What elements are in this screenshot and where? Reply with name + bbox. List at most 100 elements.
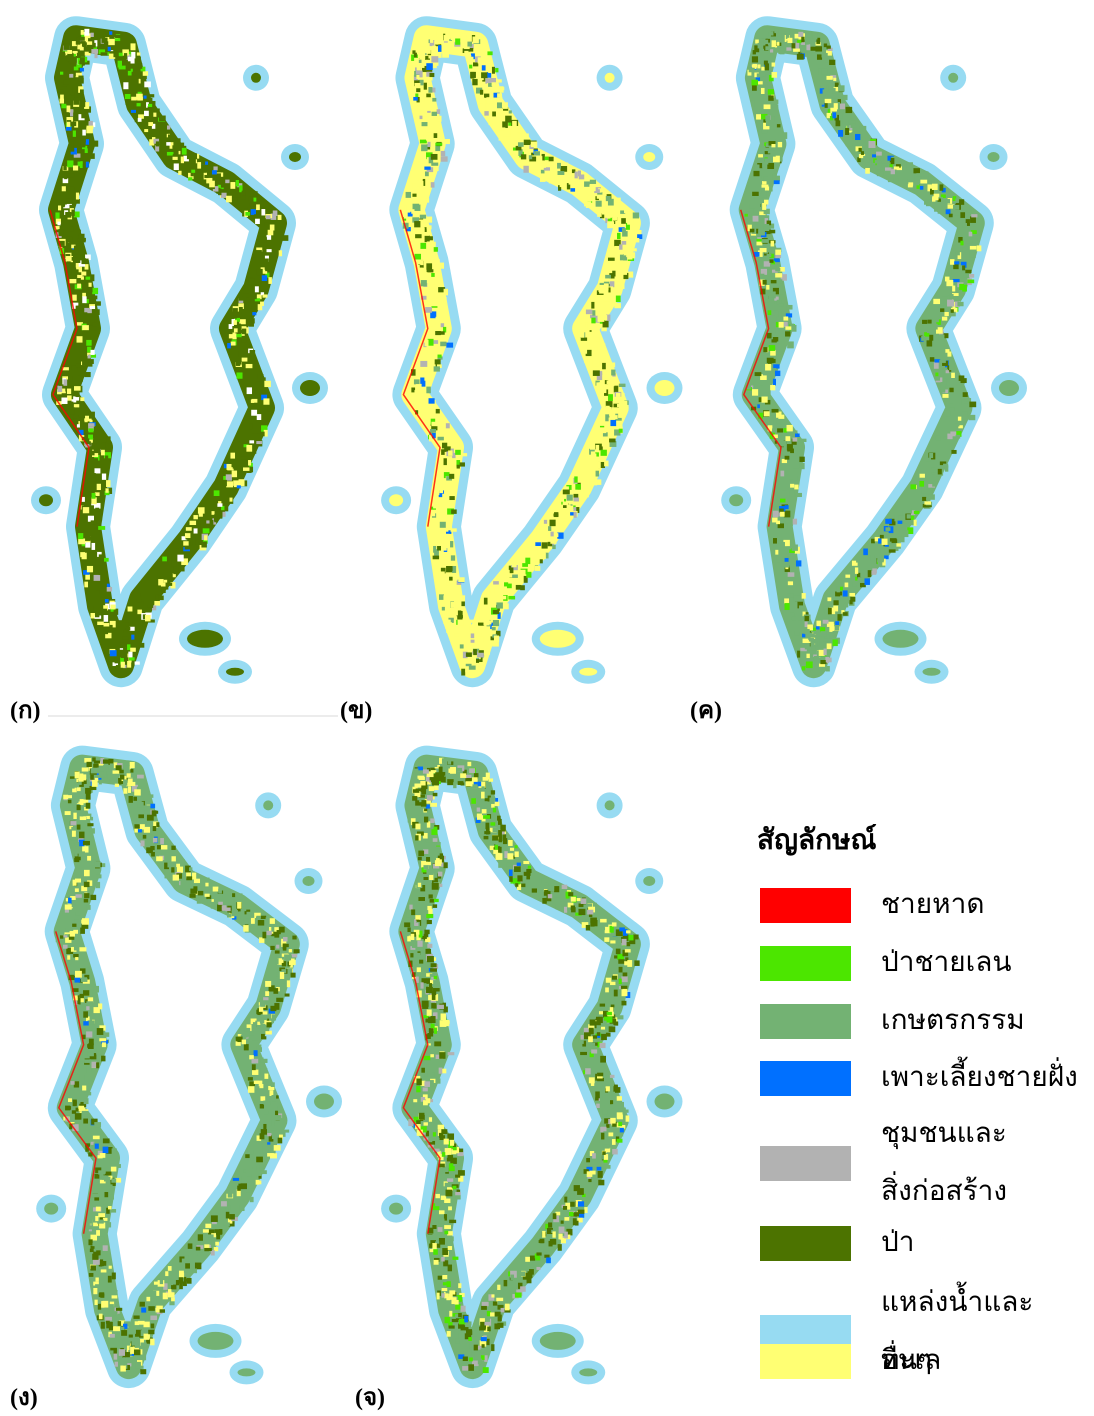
land-pixel — [171, 856, 175, 861]
land-pixel — [949, 364, 954, 371]
land-pixel — [208, 1234, 214, 1237]
land-pixel — [434, 340, 439, 344]
land-pixel — [836, 120, 841, 126]
map-panel — [36, 757, 342, 1384]
land-pixel — [787, 38, 792, 43]
land-pixel — [80, 370, 84, 373]
land-pixel — [777, 555, 781, 562]
land-pixel — [87, 1092, 91, 1096]
land-pixel — [486, 97, 493, 103]
land-pixel — [452, 453, 455, 458]
land-pixel — [233, 308, 238, 315]
land-pixel — [755, 164, 760, 169]
panel-label: (ข) — [340, 690, 372, 729]
land-pixel — [498, 847, 502, 853]
land-pixel — [964, 274, 969, 277]
land-pixel — [446, 610, 450, 616]
land-pixel — [257, 1025, 260, 1029]
land-pixel — [449, 1220, 456, 1223]
land-pixel — [610, 940, 615, 943]
land-pixel — [189, 867, 192, 871]
land-pixel — [171, 867, 174, 872]
land-pixel — [610, 1118, 615, 1124]
land-pixel — [569, 1212, 574, 1217]
land-pixel — [130, 1329, 136, 1334]
land-pixel — [484, 111, 488, 116]
land-pixel — [753, 208, 760, 213]
land-pixel — [256, 204, 260, 210]
land-pixel — [416, 71, 420, 75]
land-pixel — [450, 767, 456, 774]
land-pixel — [84, 1098, 89, 1104]
land-pixel — [564, 907, 567, 913]
land-pixel — [423, 1122, 427, 1125]
land-pixel — [587, 1171, 593, 1177]
land-pixel — [448, 760, 451, 765]
land-pixel — [418, 883, 421, 887]
land-pixel — [81, 1056, 85, 1062]
land-pixel — [432, 98, 436, 102]
land-pixel — [466, 652, 472, 656]
land-pixel — [592, 310, 595, 315]
land-pixel — [612, 1104, 615, 1108]
land-pixel — [590, 444, 595, 450]
land-pixel — [90, 142, 95, 146]
land-pixel — [435, 1202, 440, 1206]
land-pixel — [960, 212, 965, 218]
land-pixel — [129, 1335, 133, 1338]
land-pixel — [229, 334, 235, 338]
land-pixel — [432, 856, 436, 860]
land-pixel — [574, 476, 577, 482]
land-pixel — [525, 133, 529, 137]
land-pixel — [138, 1366, 143, 1369]
land-pixel — [563, 522, 568, 526]
land-pixel — [144, 1334, 150, 1340]
land-pixel — [827, 643, 832, 649]
land-pixel — [426, 136, 431, 141]
land-pixel — [425, 307, 432, 313]
land-pixel — [460, 644, 464, 648]
land-pixel — [177, 867, 183, 873]
land-pixel — [415, 234, 421, 238]
land-pixel — [415, 254, 421, 260]
land-pixel — [594, 903, 597, 906]
land-pixel — [144, 96, 147, 99]
land-pixel — [778, 142, 782, 147]
land-pixel — [433, 556, 439, 560]
land-pixel — [435, 359, 441, 364]
land-pixel — [466, 1329, 472, 1335]
land-pixel — [186, 1273, 190, 1279]
land-pixel — [476, 659, 479, 663]
land-pixel — [450, 541, 453, 547]
land-pixel — [960, 241, 963, 246]
land-pixel — [802, 634, 805, 638]
land-pixel — [213, 166, 217, 170]
land-pixel — [107, 584, 110, 587]
land-pixel — [153, 581, 158, 585]
land-pixel — [433, 546, 436, 553]
land-pixel — [753, 171, 759, 176]
land-pixel — [527, 1271, 532, 1278]
land-pixel — [251, 407, 255, 410]
land-pixel — [509, 876, 512, 882]
land-pixel — [238, 197, 241, 202]
land-pixel — [427, 1009, 432, 1015]
land-pixel — [212, 500, 218, 504]
land-pixel — [278, 1138, 283, 1144]
land-pixel — [954, 261, 959, 264]
land-pixel — [276, 998, 283, 1002]
land-pixel — [263, 997, 269, 1000]
land-pixel — [103, 759, 109, 763]
land-pixel — [553, 513, 558, 516]
land-pixel — [110, 650, 117, 656]
land-pixel — [896, 543, 901, 546]
land-pixel — [131, 97, 137, 101]
land-pixel — [476, 617, 480, 621]
land-pixel — [621, 976, 627, 982]
land-pixel — [771, 280, 777, 283]
land-pixel — [449, 496, 454, 500]
land-pixel — [84, 308, 90, 312]
land-pixel — [452, 1257, 458, 1260]
land-pixel — [106, 1320, 110, 1323]
land-pixel — [588, 1179, 591, 1182]
